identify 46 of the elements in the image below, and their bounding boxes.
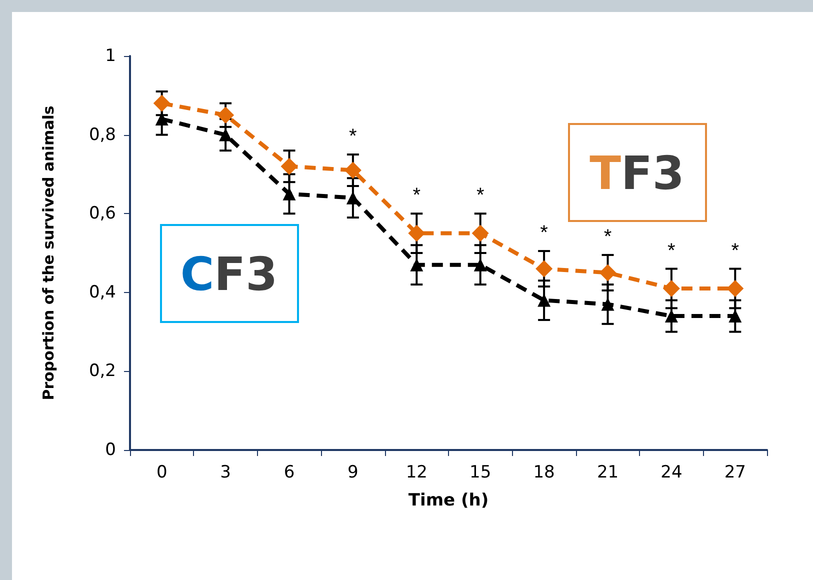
x-tick-label: 21: [596, 462, 619, 482]
series-label: CF3: [180, 247, 278, 301]
series-label: TF3: [590, 146, 684, 200]
x-tick-label: 3: [220, 462, 231, 482]
x-axis-title: Time (h): [408, 490, 489, 510]
point: [599, 264, 616, 282]
y-axis-title: Proportion of the survived animals: [40, 106, 58, 400]
point: [219, 128, 232, 142]
y-tick-label: 0,8: [88, 124, 116, 145]
point: [153, 94, 170, 112]
y-tick-label: 0,4: [88, 282, 116, 302]
annotation: *: [604, 226, 612, 248]
annotation: *: [476, 184, 484, 207]
point: [536, 260, 553, 278]
point: [474, 258, 487, 272]
annotation: *: [731, 240, 740, 262]
point: [282, 187, 296, 200]
point: [726, 280, 744, 297]
point: [217, 106, 234, 124]
point: [408, 224, 426, 242]
point: [344, 162, 362, 179]
y-tick-label: 0,6: [88, 204, 116, 224]
annotation: *: [668, 240, 676, 262]
point: [538, 294, 551, 307]
point: [410, 258, 424, 272]
annotation: *: [540, 222, 548, 244]
point: [346, 191, 360, 204]
y-tick-label: 0,2: [88, 361, 116, 382]
point: [280, 158, 298, 175]
point: [662, 280, 680, 297]
x-tick-label: 24: [660, 462, 682, 482]
annotation: *: [349, 126, 358, 148]
x-tick-label: 27: [724, 462, 746, 482]
point: [472, 224, 489, 242]
y-tick-label: 0: [105, 440, 116, 460]
point: [664, 310, 678, 323]
point: [728, 310, 742, 323]
x-tick-label: 18: [533, 462, 555, 482]
point: [601, 298, 614, 311]
annotation: *: [412, 184, 421, 207]
x-tick-label: 0: [156, 462, 168, 482]
x-tick-label: 12: [406, 462, 428, 482]
x-tick-label: 15: [470, 462, 492, 482]
y-tick-label: 1: [105, 46, 116, 66]
x-tick-label: 6: [284, 462, 295, 482]
x-tick-label: 9: [348, 462, 358, 482]
